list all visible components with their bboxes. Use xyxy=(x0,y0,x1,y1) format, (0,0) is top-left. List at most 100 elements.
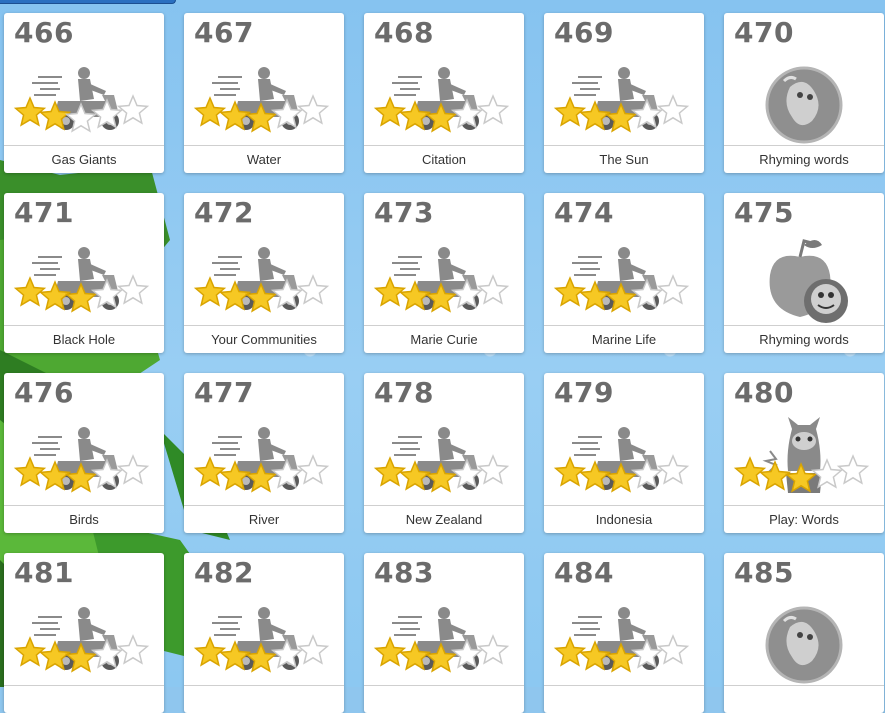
lesson-grid: 466 Gas Giants 467 Water 468 Citation 469 T… xyxy=(4,13,885,713)
star-empty-icon xyxy=(810,458,844,489)
lesson-title: Marine Life xyxy=(544,325,704,353)
star-filled-icon xyxy=(218,640,252,671)
star-empty-icon xyxy=(476,274,510,305)
lesson-card[interactable]: 466 Gas Giants xyxy=(4,13,164,173)
lesson-card[interactable]: 479 Indonesia xyxy=(544,373,704,533)
lesson-title: Indonesia xyxy=(544,505,704,533)
lesson-title: Rhyming words xyxy=(724,145,884,173)
star-empty-icon xyxy=(270,98,304,129)
lesson-card[interactable]: 469 The Sun xyxy=(544,13,704,173)
star-empty-icon xyxy=(630,278,664,309)
star-empty-icon xyxy=(656,454,690,485)
lesson-number: 476 xyxy=(14,376,74,409)
star-filled-icon xyxy=(38,460,72,491)
lesson-card[interactable]: 478 New Zealand xyxy=(364,373,524,533)
star-empty-icon xyxy=(90,458,124,489)
lesson-card[interactable]: 476 Birds xyxy=(4,373,164,533)
scooter-rider-icon xyxy=(13,67,150,133)
speed-lines xyxy=(32,256,62,276)
lesson-number: 470 xyxy=(734,16,794,49)
lesson-number: 485 xyxy=(734,556,794,589)
star-empty-icon xyxy=(476,454,510,485)
star-filled-icon xyxy=(13,636,47,667)
star-filled-icon xyxy=(64,642,98,673)
lesson-title: Marie Curie xyxy=(364,325,524,353)
star-filled-icon xyxy=(373,636,407,667)
star-filled-icon xyxy=(193,456,227,487)
star-filled-icon xyxy=(13,456,47,487)
lesson-number: 473 xyxy=(374,196,434,229)
star-filled-icon xyxy=(218,100,252,131)
lesson-number: 482 xyxy=(194,556,254,589)
star-empty-icon xyxy=(116,634,150,665)
scooter-rider-icon xyxy=(373,247,510,313)
star-filled-icon xyxy=(784,462,818,493)
star-filled-icon xyxy=(244,642,278,673)
lesson-title: River xyxy=(184,505,344,533)
star-empty-icon xyxy=(450,638,484,669)
lesson-card[interactable]: 485 xyxy=(724,553,884,713)
lesson-number: 477 xyxy=(194,376,254,409)
speed-lines xyxy=(212,436,242,456)
lesson-card[interactable]: 468 Citation xyxy=(364,13,524,173)
lesson-card[interactable]: 477 River xyxy=(184,373,344,533)
monster-icon xyxy=(733,417,870,493)
star-filled-icon xyxy=(244,462,278,493)
lesson-title: Birds xyxy=(4,505,164,533)
star-empty-icon xyxy=(90,278,124,309)
scooter-rider-icon xyxy=(13,607,150,673)
lesson-card[interactable]: 475 Rhyming words xyxy=(724,193,884,353)
lesson-number: 467 xyxy=(194,16,254,49)
lesson-title xyxy=(724,685,884,713)
star-filled-icon xyxy=(604,462,638,493)
star-empty-icon xyxy=(296,634,330,665)
speed-lines xyxy=(392,76,422,96)
bubble-creature-icon xyxy=(765,66,843,144)
star-empty-icon xyxy=(630,98,664,129)
star-empty-icon xyxy=(270,278,304,309)
lesson-number: 474 xyxy=(554,196,614,229)
lesson-card[interactable]: 484 xyxy=(544,553,704,713)
scooter-rider-icon xyxy=(553,427,690,493)
star-empty-icon xyxy=(450,278,484,309)
star-empty-icon xyxy=(450,458,484,489)
star-filled-icon xyxy=(553,96,587,127)
star-filled-icon xyxy=(758,460,792,491)
scooter-rider-icon xyxy=(193,427,330,493)
speed-lines xyxy=(572,616,602,636)
star-filled-icon xyxy=(398,640,432,671)
star-empty-icon xyxy=(270,458,304,489)
star-filled-icon xyxy=(244,102,278,133)
speed-lines xyxy=(392,616,422,636)
lesson-card[interactable]: 481 xyxy=(4,553,164,713)
lesson-card[interactable]: 472 Your Communities xyxy=(184,193,344,353)
star-filled-icon xyxy=(604,282,638,313)
lesson-card[interactable]: 483 xyxy=(364,553,524,713)
lesson-card[interactable]: 473 Marie Curie xyxy=(364,193,524,353)
star-empty-icon xyxy=(450,98,484,129)
lesson-card[interactable]: 471 Black Hole xyxy=(4,193,164,353)
lesson-card[interactable]: 474 Marine Life xyxy=(544,193,704,353)
star-filled-icon xyxy=(424,282,458,313)
scooter-rider-icon xyxy=(193,247,330,313)
star-filled-icon xyxy=(244,282,278,313)
lesson-card[interactable]: 480 Play: Words xyxy=(724,373,884,533)
speed-lines xyxy=(32,76,62,96)
speed-lines xyxy=(392,256,422,276)
star-filled-icon xyxy=(13,96,47,127)
lesson-number: 468 xyxy=(374,16,434,49)
lesson-card[interactable]: 470 Rhyming words xyxy=(724,13,884,173)
star-filled-icon xyxy=(578,100,612,131)
lesson-card[interactable]: 482 xyxy=(184,553,344,713)
star-filled-icon xyxy=(398,100,432,131)
scooter-rider-icon xyxy=(373,67,510,133)
speed-lines xyxy=(572,76,602,96)
speed-lines xyxy=(32,436,62,456)
star-filled-icon xyxy=(424,642,458,673)
lesson-number: 469 xyxy=(554,16,614,49)
star-filled-icon xyxy=(733,456,767,487)
scooter-rider-icon xyxy=(373,607,510,673)
star-filled-icon xyxy=(64,282,98,313)
star-filled-icon xyxy=(193,96,227,127)
lesson-card[interactable]: 467 Water xyxy=(184,13,344,173)
